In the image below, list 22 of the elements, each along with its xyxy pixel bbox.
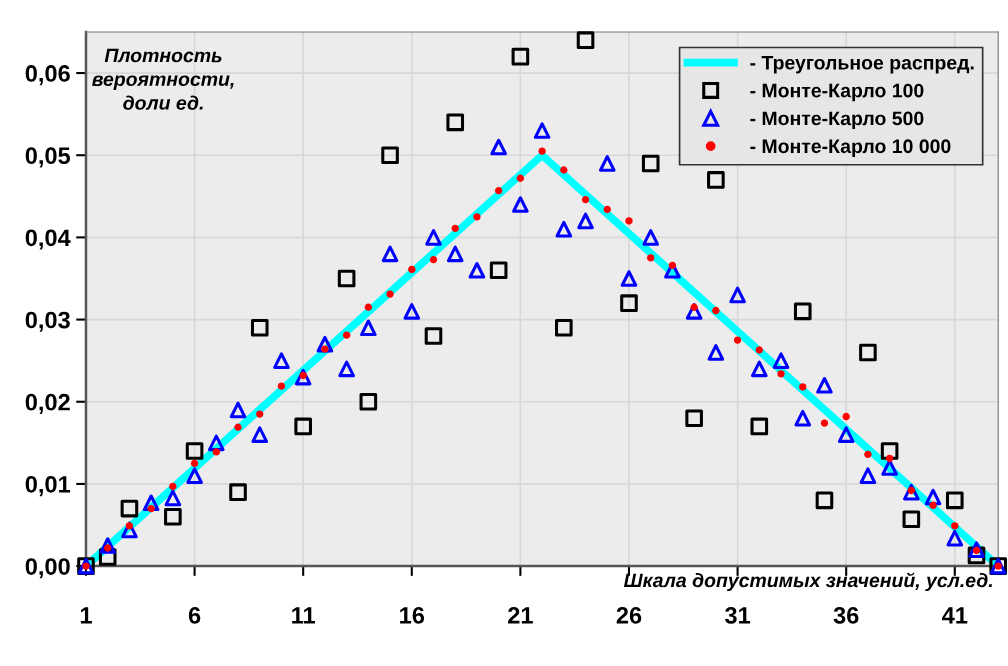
x-axis-title: Шкала допустимых значений, усл.ед. xyxy=(623,572,993,592)
x-tick-label: 21 xyxy=(508,607,533,624)
y-tick-label: 0,04 xyxy=(25,229,71,250)
x-tick-label: 16 xyxy=(400,607,425,624)
legend-label: - Треугольное распред. xyxy=(750,56,974,74)
y-tick-label: 0,00 xyxy=(25,558,70,579)
x-tick-label: 26 xyxy=(616,607,642,624)
y-tick-label: 0,01 xyxy=(25,475,71,497)
y-tick-label: 0,06 xyxy=(25,65,70,86)
x-tick-label: 1 xyxy=(80,607,92,624)
legend-label: - Монте-Карло 500 xyxy=(750,111,924,130)
y-tick-label: 0,05 xyxy=(25,147,71,168)
y-axis-title: Плотность вероятности, доли ед. xyxy=(92,48,234,110)
x-tick-label: 36 xyxy=(833,607,859,624)
y-tick-label: 0,03 xyxy=(25,311,70,332)
y-tick-label: 0,02 xyxy=(25,393,70,414)
x-tick-label: 31 xyxy=(724,607,751,624)
x-tick-label: 6 xyxy=(188,607,201,624)
x-tick-label: 41 xyxy=(942,607,968,624)
legend-label: - Монте-Карло 100 xyxy=(750,83,924,102)
x-tick-label: 11 xyxy=(292,607,316,624)
legend-label: - Монте-Карло 10 000 xyxy=(750,139,951,157)
